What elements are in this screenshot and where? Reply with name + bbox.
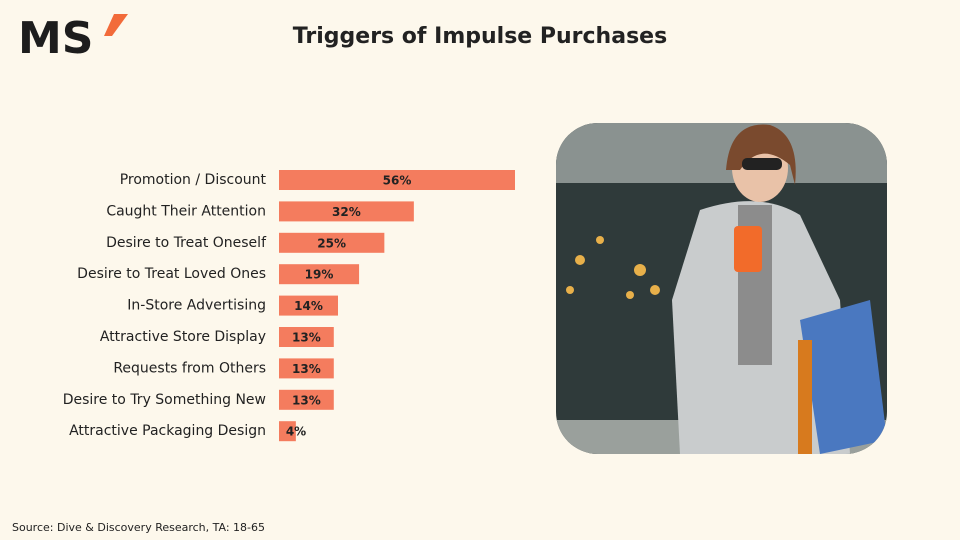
source: Source: Dive & Discovery Research, TA: 1…	[12, 521, 265, 534]
value-label: 19%	[305, 268, 334, 282]
bar	[279, 264, 360, 285]
category-label: Caught Their Attention	[106, 203, 266, 219]
bar	[279, 327, 334, 347]
bar	[279, 170, 515, 190]
value-label: 13%	[292, 362, 321, 376]
logo: MS	[18, 13, 93, 64]
category-label: Promotion / Discount	[120, 172, 267, 188]
category-label: Desire to Treat Loved Ones	[77, 266, 266, 282]
value-label: 32%	[332, 205, 361, 219]
value-label: 4%	[286, 425, 306, 439]
category-label: Desire to Try Something New	[63, 392, 266, 408]
value-label: 56%	[383, 174, 412, 188]
value-label: 13%	[292, 331, 321, 345]
value-label: 25%	[317, 236, 346, 250]
category-label: Attractive Store Display	[100, 329, 266, 345]
category-label: Attractive Packaging Design	[69, 423, 266, 439]
value-label: 14%	[294, 299, 323, 313]
bar	[279, 232, 385, 253]
bar	[279, 421, 296, 442]
bar	[279, 358, 334, 379]
category-label: Desire to Treat Oneself	[106, 235, 267, 251]
bar	[279, 389, 334, 410]
bar	[279, 295, 338, 316]
photo	[556, 123, 887, 454]
category-label: In-Store Advertising	[127, 298, 266, 314]
value-label: 13%	[292, 393, 321, 407]
category-label: Requests from Others	[113, 360, 266, 376]
chart-title: Triggers of Impulse Purchases	[293, 24, 667, 49]
logo-accent	[104, 14, 128, 36]
bar	[279, 201, 414, 222]
